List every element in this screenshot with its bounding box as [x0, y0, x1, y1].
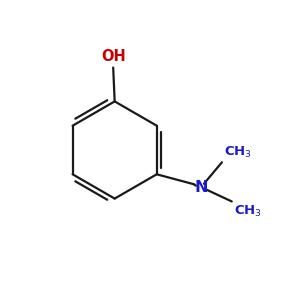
Text: CH$_3$: CH$_3$: [234, 204, 262, 219]
Text: CH$_3$: CH$_3$: [224, 145, 252, 160]
Text: OH: OH: [101, 49, 126, 64]
Text: N: N: [194, 180, 208, 195]
